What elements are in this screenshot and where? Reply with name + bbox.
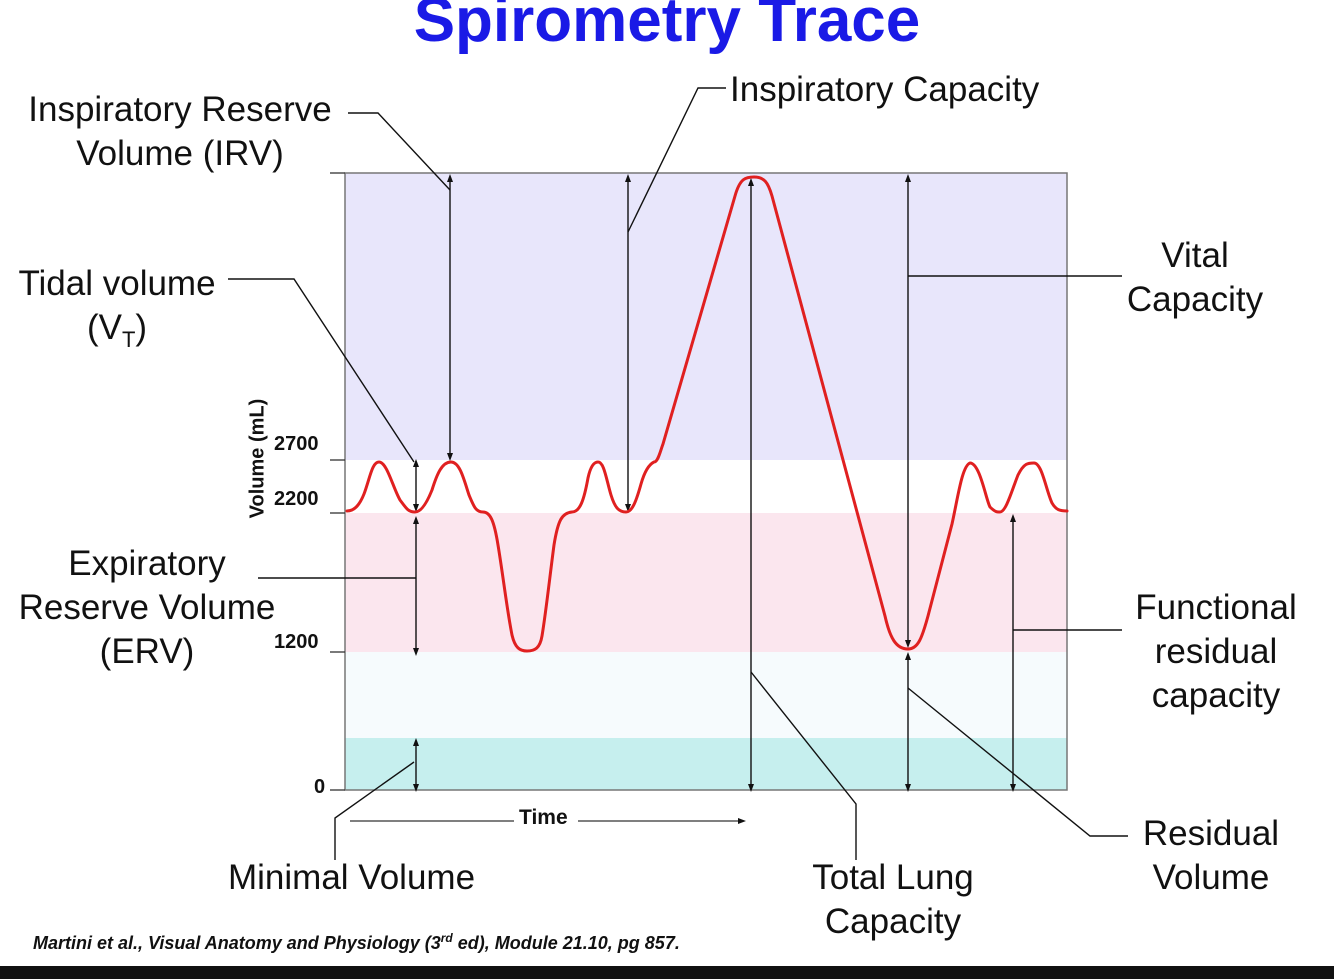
- page-title: Spirometry Trace: [413, 0, 921, 55]
- label-total-lung-capacity: Total Lung Capacity: [788, 856, 998, 944]
- label-irv-line1: Inspiratory Reserve: [28, 90, 332, 129]
- label-tidal-line2: (VT): [8, 306, 226, 362]
- y-axis-label: Volume (mL): [246, 398, 269, 519]
- label-tidal-line1: Tidal volume: [18, 264, 216, 303]
- plot-frame: [344, 172, 1068, 791]
- label-residual-line2: Volume: [1152, 858, 1270, 897]
- label-erv-line3: (ERV): [99, 632, 195, 671]
- label-vital-line2: Capacity: [1126, 280, 1264, 319]
- label-vital-capacity: Vital Capacity: [1120, 234, 1270, 322]
- label-residual-line1: Residual: [1142, 814, 1280, 853]
- citation: Martini et al., Visual Anatomy and Physi…: [33, 931, 680, 954]
- label-functional-residual-capacity: Functional residual capacity: [1124, 586, 1308, 718]
- label-residual-volume: Residual Volume: [1130, 812, 1292, 900]
- bottom-bar: [0, 966, 1334, 979]
- label-frc-line1: Functional: [1135, 588, 1297, 627]
- tick-2200: 2200: [274, 488, 319, 510]
- label-tidal-volume: Tidal volume (VT): [8, 262, 226, 362]
- leader-lines: [228, 87, 1128, 860]
- label-tidal-subscript: T: [121, 327, 136, 352]
- spirometry-trace: [345, 175, 1069, 653]
- erv-band: [345, 513, 1067, 652]
- label-frc-line2: residual: [1154, 632, 1278, 671]
- minimal-volume-band: [345, 738, 1067, 790]
- label-erv: Expiratory Reserve Volume (ERV): [6, 542, 288, 674]
- measurement-arrows: [413, 174, 1016, 792]
- label-frc-line3: capacity: [1151, 676, 1281, 715]
- x-axis-label: Time: [516, 806, 571, 830]
- label-erv-line2: Reserve Volume: [18, 588, 276, 627]
- label-tidal-close: ): [135, 308, 148, 347]
- label-vital-line1: Vital: [1161, 236, 1229, 275]
- citation-text-end: ed), Module 21.10, pg 857.: [452, 933, 680, 953]
- label-minimal-volume: Minimal Volume: [228, 858, 476, 897]
- tick-2700: 2700: [274, 433, 319, 455]
- label-erv-line1: Expiratory: [68, 544, 226, 583]
- citation-superscript: rd: [440, 931, 453, 945]
- label-inspiratory-capacity: Inspiratory Capacity: [730, 70, 1040, 109]
- label-tlc-line2: Capacity: [824, 902, 962, 941]
- residual-band: [345, 652, 1067, 738]
- label-irv: Inspiratory Reserve Volume (IRV): [10, 88, 350, 176]
- tick-0: 0: [314, 776, 326, 798]
- tick-1200: 1200: [274, 631, 319, 653]
- label-tlc-line1: Total Lung: [812, 858, 974, 897]
- irv-band: [345, 173, 1067, 460]
- axis-lines: [330, 172, 746, 824]
- label-tidal-symbol: (V: [86, 308, 122, 347]
- label-irv-line2: Volume (IRV): [76, 134, 284, 173]
- citation-text: Martini et al., Visual Anatomy and Physi…: [33, 933, 441, 953]
